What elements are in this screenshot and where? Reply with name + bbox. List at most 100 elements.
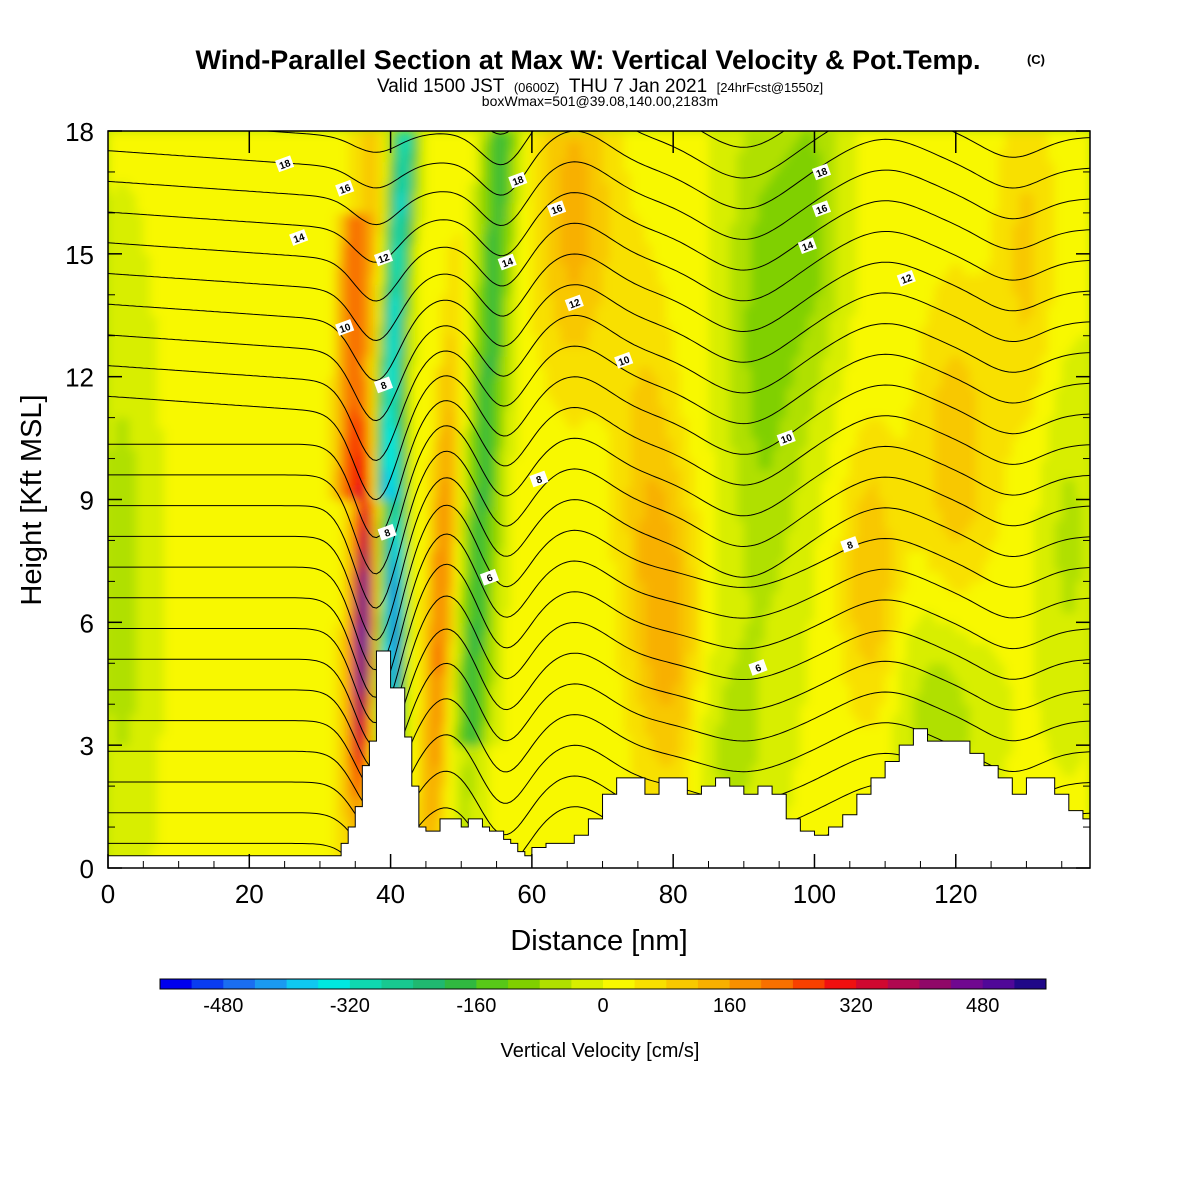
field-cell	[221, 489, 229, 501]
field-cell	[199, 560, 208, 572]
field-cell	[143, 847, 151, 859]
field-cell	[270, 775, 279, 787]
field-cell	[228, 223, 236, 234]
field-cell	[588, 182, 597, 193]
field-cell	[291, 499, 300, 511]
field-cell	[503, 366, 512, 378]
field-cell	[235, 182, 243, 193]
field-cell	[221, 571, 229, 582]
field-cell	[454, 571, 462, 582]
field-cell	[425, 724, 434, 736]
field-cell	[489, 714, 498, 726]
field-cell	[334, 591, 342, 603]
field-cell	[122, 632, 130, 644]
field-cell	[171, 264, 180, 275]
field-cell	[496, 192, 505, 204]
field-cell	[411, 243, 420, 255]
field-cell	[461, 376, 469, 388]
field-cell	[581, 581, 589, 593]
field-cell	[510, 714, 519, 726]
field-cell	[355, 714, 363, 726]
field-cell	[164, 458, 173, 470]
field-cell	[206, 315, 215, 327]
field-cell	[447, 612, 455, 623]
field-cell	[256, 540, 265, 552]
field-cell	[404, 151, 413, 163]
field-cell	[362, 612, 370, 623]
field-cell	[524, 305, 533, 316]
field-cell	[538, 438, 547, 449]
field-cell	[277, 233, 286, 245]
field-cell	[362, 223, 370, 234]
field-cell	[341, 264, 349, 275]
field-cell	[291, 816, 300, 828]
field-cell	[242, 724, 250, 736]
field-cell	[129, 786, 137, 797]
field-cell	[503, 131, 512, 142]
field-cell	[327, 202, 335, 214]
field-cell	[221, 192, 229, 204]
field-cell	[581, 161, 589, 173]
field-cell	[517, 499, 526, 511]
field-cell	[496, 560, 505, 572]
field-cell	[242, 837, 250, 849]
field-cell	[588, 734, 597, 746]
field-cell	[185, 694, 194, 705]
field-cell	[136, 315, 144, 327]
field-cell	[334, 601, 342, 613]
field-cell	[348, 171, 356, 183]
field-cell	[115, 796, 123, 808]
field-cell	[249, 520, 257, 531]
field-cell	[235, 622, 243, 634]
field-cell	[553, 243, 561, 255]
field-cell	[581, 509, 589, 521]
field-cell	[298, 632, 307, 644]
field-cell	[235, 550, 243, 562]
field-cell	[178, 212, 187, 224]
field-cell	[270, 274, 279, 286]
field-cell	[157, 151, 166, 163]
field-cell	[383, 417, 392, 429]
field-cell	[150, 847, 159, 859]
field-cell	[369, 458, 378, 470]
field-cell	[143, 325, 151, 337]
field-cell	[334, 663, 342, 675]
field-cell	[433, 632, 441, 644]
field-cell	[348, 223, 356, 234]
field-cell	[475, 489, 484, 501]
field-cell	[524, 335, 533, 347]
field-cell	[369, 714, 378, 726]
field-cell	[475, 673, 484, 685]
field-cell	[171, 151, 180, 163]
field-cell	[581, 694, 589, 705]
field-cell	[277, 376, 286, 388]
field-cell	[567, 653, 575, 664]
field-cell	[461, 223, 469, 234]
field-cell	[235, 141, 243, 152]
field-cell	[503, 325, 512, 337]
field-cell	[404, 376, 413, 388]
field-cell	[221, 223, 229, 234]
field-cell	[178, 530, 187, 541]
field-cell	[433, 540, 441, 552]
field-cell	[256, 417, 265, 429]
field-cell	[277, 806, 286, 818]
field-cell	[376, 141, 385, 152]
field-cell	[228, 468, 236, 480]
field-cell	[129, 653, 137, 664]
field-cell	[546, 816, 554, 828]
field-cell	[129, 151, 137, 163]
field-cell	[404, 612, 413, 623]
field-cell	[164, 550, 173, 562]
field-cell	[115, 673, 123, 685]
field-cell	[164, 724, 173, 736]
field-cell	[115, 550, 123, 562]
field-cell	[411, 745, 420, 756]
field-cell	[440, 550, 448, 562]
field-cell	[192, 131, 201, 142]
field-cell	[334, 386, 342, 398]
field-cell	[581, 786, 589, 797]
field-cell	[433, 264, 441, 275]
field-cell	[503, 571, 512, 582]
field-cell	[115, 335, 123, 347]
